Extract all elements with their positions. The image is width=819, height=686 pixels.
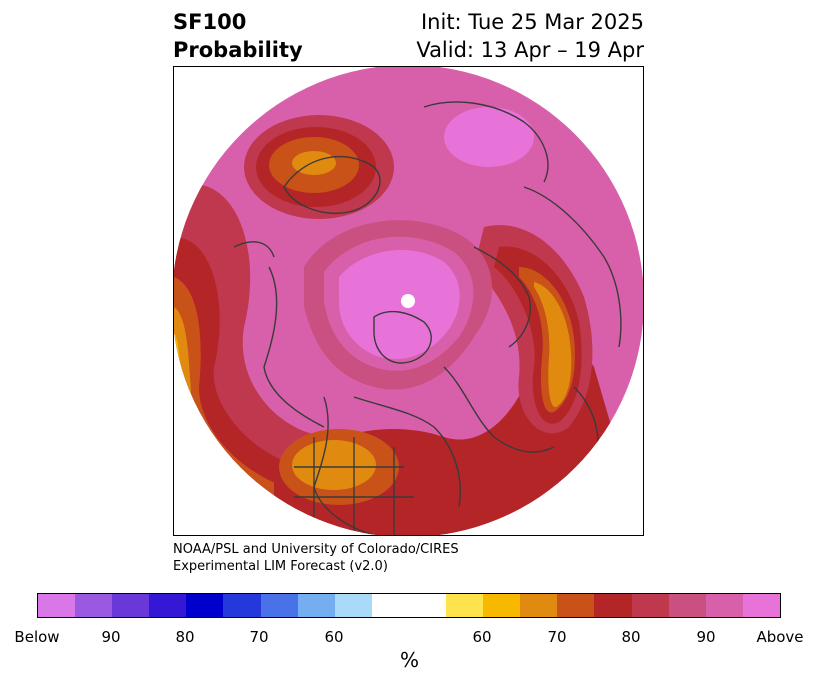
colorbar-segment xyxy=(186,594,224,617)
map-panel xyxy=(173,66,644,536)
tick-label: Below xyxy=(14,628,60,646)
colorbar-segment xyxy=(705,594,743,617)
tick-label: 70 xyxy=(547,628,567,646)
colorbar-unit: % xyxy=(399,648,419,672)
colorbar-segment xyxy=(38,594,76,617)
tick-label: 80 xyxy=(175,628,195,646)
product-name: SF100 xyxy=(173,10,247,34)
colorbar-segment xyxy=(149,594,187,617)
colorbar xyxy=(37,593,781,618)
blob-above-n xyxy=(444,107,534,167)
colorbar-segment xyxy=(557,594,595,617)
credit-line-1: NOAA/PSL and University of Colorado/CIRE… xyxy=(173,542,459,557)
credit-line-2: Experimental LIM Forecast (v2.0) xyxy=(173,559,388,574)
tick-label: Above xyxy=(756,628,804,646)
tick-label: 60 xyxy=(324,628,344,646)
colorbar-segment xyxy=(742,594,780,617)
tick-label: 90 xyxy=(696,628,716,646)
core-above xyxy=(339,250,460,360)
date-info: Init: Tue 25 Mar 2025 Valid: 13 Apr – 19… xyxy=(416,8,644,64)
blob-65-nw xyxy=(292,151,336,175)
tick-label: 70 xyxy=(249,628,269,646)
colorbar-segment xyxy=(483,594,521,617)
blob-65-us xyxy=(292,440,376,490)
tick-label: 60 xyxy=(472,628,492,646)
colorbar-segment xyxy=(668,594,706,617)
colorbar-segment xyxy=(520,594,558,617)
colorbar-segment xyxy=(75,594,113,617)
colorbar-segment xyxy=(594,594,632,617)
tick-label: 80 xyxy=(621,628,641,646)
blob-65-e xyxy=(534,282,572,408)
colorbar-segment xyxy=(112,594,150,617)
colorbar-segment xyxy=(260,594,298,617)
valid-range: Valid: 13 Apr – 19 Apr xyxy=(416,38,644,62)
colorbar-ticks: Below 90 80 70 60 60 70 80 90 Above xyxy=(0,628,819,648)
colorbar-segment xyxy=(223,594,261,617)
colorbar-segment xyxy=(297,594,335,617)
colorbar-segment xyxy=(446,594,484,617)
colorbar-segment xyxy=(631,594,669,617)
product-type: Probability xyxy=(173,38,303,62)
pole-marker xyxy=(401,294,415,308)
colorbar-segment xyxy=(371,594,447,617)
probability-map xyxy=(174,67,643,535)
map-title: SF100 Probability xyxy=(173,8,303,64)
colorbar-segment xyxy=(334,594,372,617)
tick-label: 90 xyxy=(101,628,121,646)
coastlines xyxy=(233,101,622,535)
credit-text: NOAA/PSL and University of Colorado/CIRE… xyxy=(173,541,459,575)
init-date: Init: Tue 25 Mar 2025 xyxy=(420,10,644,34)
